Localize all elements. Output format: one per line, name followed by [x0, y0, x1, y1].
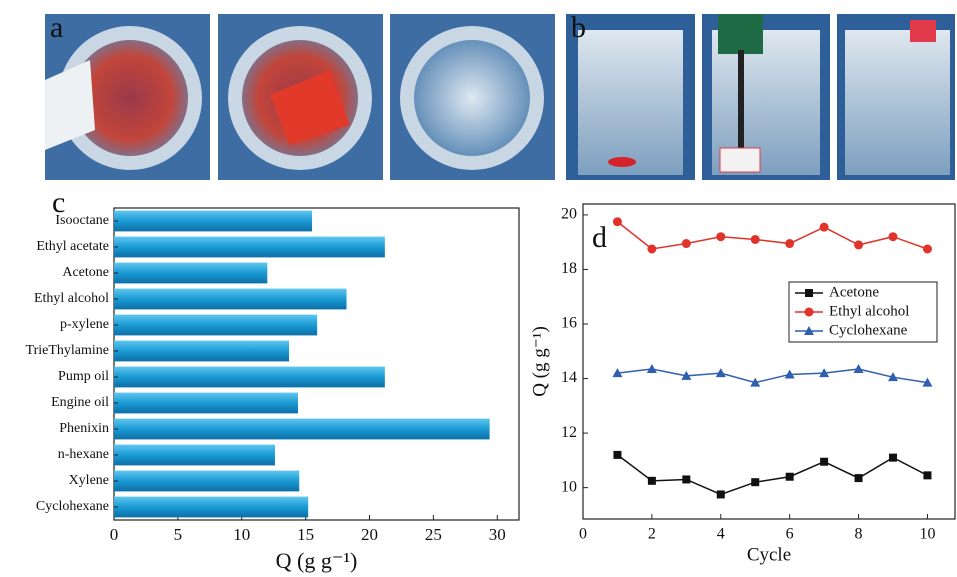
y-axis-label: Q (g g⁻¹) [529, 326, 550, 397]
marker [613, 217, 622, 226]
marker [889, 454, 897, 462]
sponge [910, 20, 936, 42]
x-tick-label: 0 [579, 526, 587, 543]
marker [648, 477, 656, 485]
bar [114, 445, 275, 466]
y-tick-label: 20 [561, 206, 577, 223]
panel-label: a [50, 11, 63, 44]
bar [114, 237, 385, 258]
bar [114, 471, 299, 492]
bar [114, 497, 308, 518]
y-tick-label: TrieThylamine [26, 343, 109, 358]
legend-label: Ethyl alcohol [829, 303, 909, 319]
y-tick-label: n-hexane [58, 447, 109, 462]
y-tick-label: Phenixin [59, 421, 109, 436]
y-tick-label: Engine oil [51, 395, 109, 410]
bar [114, 211, 312, 232]
x-axis-label: Q (g g⁻¹) [276, 548, 358, 573]
x-tick-label: 2 [648, 526, 656, 543]
marker [820, 458, 828, 466]
marker [923, 245, 932, 254]
marker [647, 245, 656, 254]
marker [785, 239, 794, 248]
marker [889, 232, 898, 241]
y-tick-label: 16 [561, 315, 577, 332]
marker [805, 308, 814, 317]
x-tick-label: 5 [174, 525, 183, 544]
y-tick-label: 10 [561, 478, 577, 495]
marker [613, 451, 621, 459]
marker [647, 364, 657, 373]
marker [717, 490, 725, 498]
marker [923, 471, 931, 479]
x-tick-label: 8 [855, 526, 863, 543]
legend-label: Acetone [829, 284, 879, 300]
beaker [845, 30, 950, 175]
y-tick-label: Ethyl acetate [36, 239, 109, 254]
bar [114, 341, 289, 362]
bar [114, 419, 490, 440]
x-tick-label: 10 [919, 526, 935, 543]
marker [682, 475, 690, 483]
y-tick-label: Pump oil [58, 369, 109, 384]
y-tick-label: 18 [561, 260, 577, 277]
marker [751, 478, 759, 486]
photos [45, 14, 955, 180]
marker [682, 239, 691, 248]
marker [716, 232, 725, 241]
x-tick-label: 30 [489, 525, 506, 544]
series-line [617, 369, 927, 383]
series-line [617, 222, 927, 249]
x-tick-label: 6 [786, 526, 794, 543]
marker [751, 235, 760, 244]
beaker-liquid [414, 40, 530, 156]
y-tick-label: 12 [561, 424, 577, 441]
marker [786, 473, 794, 481]
bar [114, 393, 298, 414]
bar [114, 263, 267, 284]
panel-label: b [571, 11, 586, 44]
y-tick-label: Ethyl alcohol [34, 291, 109, 306]
figure: a b c051015202530IsooctaneEthyl acetateA… [0, 0, 957, 577]
bar [114, 367, 385, 388]
oil-drop [608, 157, 636, 167]
x-tick-label: 25 [425, 525, 442, 544]
marker [854, 364, 864, 373]
glove [718, 14, 763, 54]
y-tick-label: p-xylene [60, 317, 109, 332]
bar [114, 315, 317, 336]
legend-label: Cyclohexane [829, 322, 908, 338]
tweezers [738, 50, 744, 150]
series-line [617, 455, 927, 495]
marker [805, 289, 813, 297]
y-tick-label: Acetone [62, 265, 109, 280]
marker [855, 474, 863, 482]
sponge [720, 148, 760, 172]
marker [716, 368, 726, 377]
x-axis-label: Cycle [747, 544, 791, 565]
beaker [578, 30, 683, 175]
y-tick-label: Cyclohexane [36, 499, 109, 514]
x-tick-label: 20 [361, 525, 378, 544]
y-tick-label: Isooctane [55, 213, 109, 228]
y-tick-label: 14 [561, 369, 577, 386]
x-tick-label: 15 [297, 525, 314, 544]
x-tick-label: 0 [110, 525, 119, 544]
x-tick-label: 10 [233, 525, 250, 544]
marker [820, 223, 829, 232]
y-tick-label: Xylene [69, 473, 109, 488]
marker [854, 240, 863, 249]
bar [114, 289, 347, 310]
panel-label: d [592, 221, 607, 254]
x-tick-label: 4 [717, 526, 725, 543]
